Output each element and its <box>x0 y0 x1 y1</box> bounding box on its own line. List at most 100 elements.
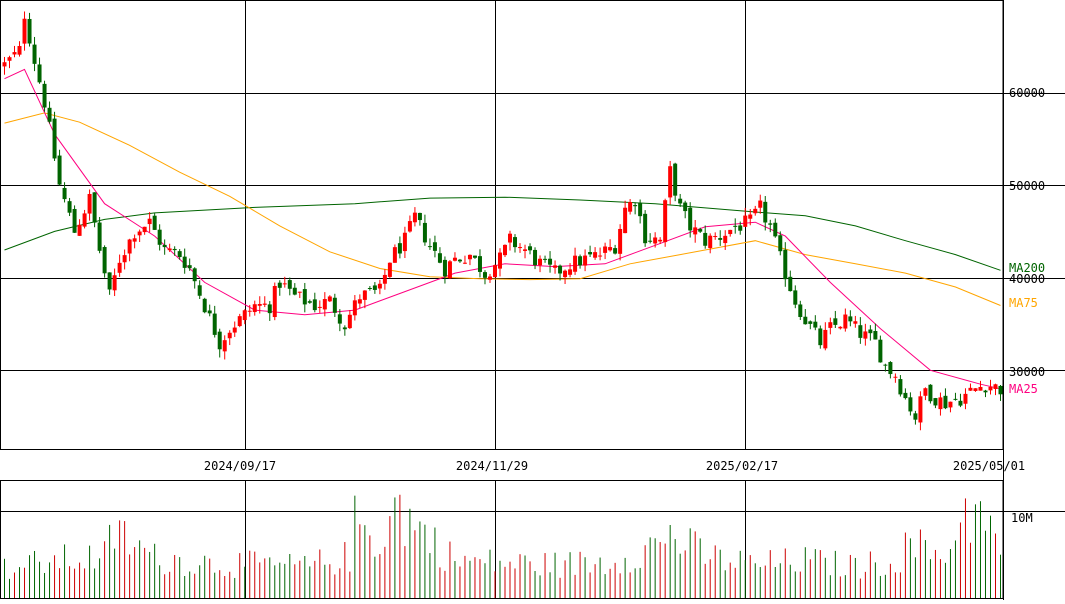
candle-body <box>538 258 543 266</box>
ma25-line <box>4 68 1001 390</box>
candle-body <box>583 255 588 266</box>
legend-ma200: MA200 <box>1009 261 1045 275</box>
candle-body <box>52 118 57 159</box>
candle-body <box>462 262 467 264</box>
candle-body <box>122 255 127 263</box>
candle-body <box>452 257 457 261</box>
candle-body <box>658 239 663 242</box>
candle-body <box>387 262 392 277</box>
candle-body <box>668 166 673 198</box>
candle-body <box>978 386 983 391</box>
candle-body <box>598 255 603 257</box>
candle-body <box>437 253 442 263</box>
candle-body <box>27 18 32 44</box>
candle-body <box>963 393 968 404</box>
candle-body <box>62 187 67 200</box>
candle-body <box>162 244 167 248</box>
candle-body <box>392 247 397 263</box>
candle-body <box>698 229 703 232</box>
candle-body <box>713 236 718 238</box>
candle-body <box>7 57 12 61</box>
candle-body <box>197 285 202 296</box>
candle-body <box>973 388 978 391</box>
candle-body <box>132 238 137 242</box>
candle-body <box>993 384 998 389</box>
ma75-line <box>4 112 1001 306</box>
candle-body <box>207 310 212 314</box>
candle-body <box>172 248 177 251</box>
candle-body <box>883 364 888 366</box>
candle-body <box>432 242 437 251</box>
candle-body <box>497 252 502 269</box>
legend-ma25: MA25 <box>1009 382 1038 396</box>
candle-body <box>292 287 297 295</box>
candle-body <box>763 201 768 223</box>
candle-body <box>803 316 808 325</box>
candle-body <box>247 310 252 312</box>
candle-body <box>773 222 778 237</box>
candle-body <box>523 249 528 251</box>
candle-body <box>898 379 903 395</box>
candle-body <box>322 299 327 310</box>
candle-body <box>92 192 97 223</box>
candle-body <box>382 274 387 284</box>
candle-body <box>212 313 217 335</box>
candle-body <box>342 327 347 330</box>
volume-panel <box>0 480 1065 599</box>
candle-body <box>878 339 883 363</box>
candle-body <box>152 215 157 230</box>
price-tick-label: 60000 <box>1009 86 1045 100</box>
candle-body <box>112 275 117 291</box>
candle-body <box>167 248 172 251</box>
candle-body <box>297 291 302 293</box>
candle-body <box>147 218 152 225</box>
candle-body <box>447 261 452 279</box>
candle-body <box>137 231 142 236</box>
candle-body <box>943 395 948 409</box>
candle-body <box>903 392 908 399</box>
price-tick-label: 30000 <box>1009 365 1045 379</box>
candle-body <box>67 201 72 213</box>
candle-body <box>553 265 558 268</box>
candle-body <box>242 310 247 321</box>
candle-body <box>372 285 377 290</box>
candle-body <box>302 289 307 305</box>
candle-body <box>688 207 693 231</box>
candle-body <box>708 235 713 249</box>
candle-body <box>983 390 988 393</box>
candle-body <box>938 397 943 410</box>
candle-body <box>362 290 367 300</box>
candle-body <box>177 251 182 257</box>
candle-body <box>923 388 928 396</box>
candle-body <box>157 229 162 245</box>
candle-body <box>257 303 262 306</box>
candle-body <box>928 384 933 402</box>
candle-body <box>127 239 132 254</box>
candle-body <box>57 155 62 185</box>
date-label: 2025/02/17 <box>706 459 778 473</box>
candle-body <box>42 83 47 108</box>
candle-body <box>377 283 382 289</box>
candle-body <box>528 246 533 251</box>
price-tick-label: 40000 <box>1009 272 1045 286</box>
candle-body <box>12 52 17 55</box>
candle-body <box>32 44 37 64</box>
candle-body <box>768 223 773 225</box>
candle-body <box>72 208 77 233</box>
candle-body <box>648 240 653 242</box>
candle-body <box>618 228 623 254</box>
candle-body <box>503 244 508 256</box>
candle-body <box>357 299 362 304</box>
candle-body <box>558 265 563 274</box>
candle-body <box>277 282 282 288</box>
candle-body <box>703 232 708 246</box>
candle-body <box>838 326 843 329</box>
candle-body <box>252 304 257 313</box>
candle-body <box>573 255 578 272</box>
candle-body <box>37 64 42 83</box>
candle-body <box>317 306 322 308</box>
candle-body <box>808 321 813 324</box>
candle-body <box>778 235 783 252</box>
candle-body <box>508 233 513 243</box>
